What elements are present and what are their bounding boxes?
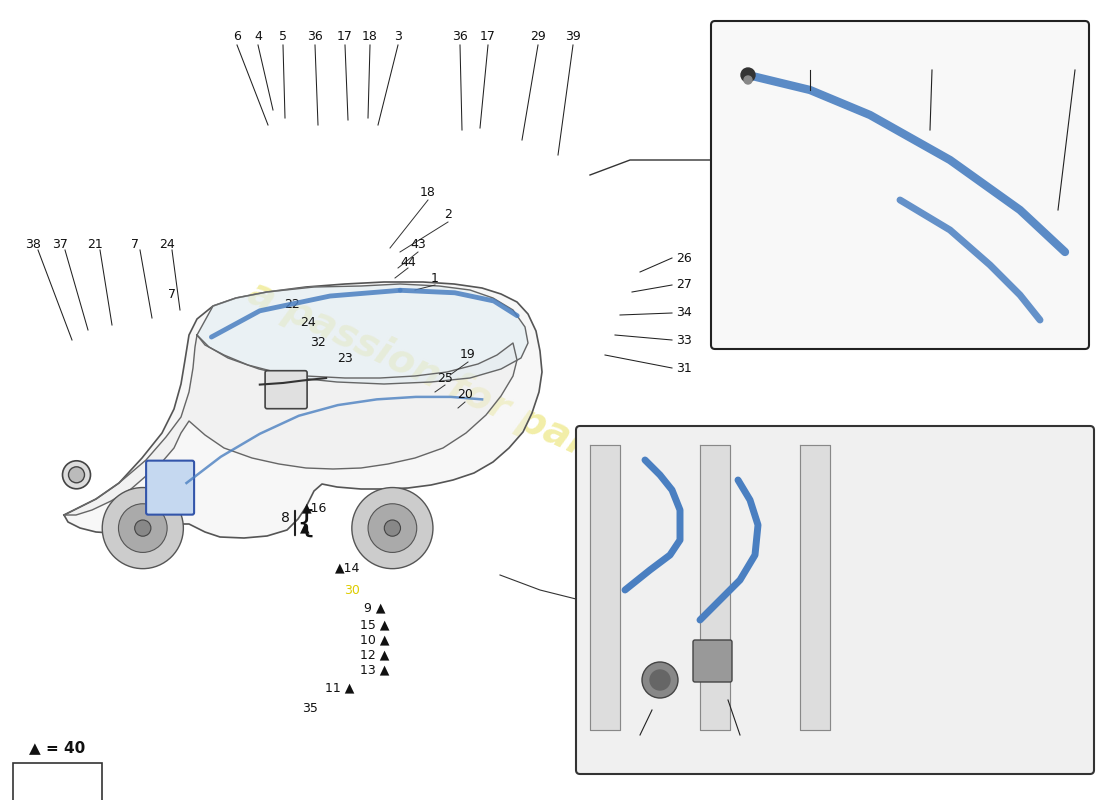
Text: ▲ = 40: ▲ = 40 <box>29 741 85 755</box>
Circle shape <box>68 466 85 482</box>
Text: 36: 36 <box>307 30 323 42</box>
Text: 44: 44 <box>400 255 416 269</box>
Text: 3: 3 <box>394 30 402 42</box>
Text: 19: 19 <box>460 349 476 362</box>
Polygon shape <box>700 445 730 730</box>
Text: 9 ▲: 9 ▲ <box>364 602 386 614</box>
Text: ▲14: ▲14 <box>336 562 361 574</box>
Text: 20: 20 <box>458 389 473 402</box>
Text: 25: 25 <box>437 371 453 385</box>
Text: ▲16: ▲16 <box>302 502 328 514</box>
Text: 5: 5 <box>279 30 287 42</box>
Text: 42: 42 <box>801 55 818 69</box>
Text: 1: 1 <box>431 271 439 285</box>
Text: 28: 28 <box>923 55 940 69</box>
Polygon shape <box>64 282 542 538</box>
Text: 21: 21 <box>87 238 103 250</box>
Text: 18: 18 <box>420 186 436 198</box>
Circle shape <box>134 520 151 536</box>
Polygon shape <box>64 335 517 515</box>
Text: 17: 17 <box>337 30 353 42</box>
Text: 27: 27 <box>676 278 692 291</box>
Text: 13 ▲: 13 ▲ <box>361 663 389 677</box>
Text: 2: 2 <box>444 209 452 222</box>
Text: 7: 7 <box>168 289 176 302</box>
Text: 39: 39 <box>565 30 581 42</box>
Circle shape <box>368 504 417 553</box>
Circle shape <box>650 670 670 690</box>
FancyBboxPatch shape <box>146 461 194 514</box>
Polygon shape <box>590 445 620 730</box>
Text: 12 ▲: 12 ▲ <box>361 649 389 662</box>
Text: 24: 24 <box>160 238 175 250</box>
Circle shape <box>352 487 433 569</box>
Circle shape <box>119 504 167 553</box>
Text: ▲: ▲ <box>300 522 310 534</box>
Text: 17: 17 <box>480 30 496 42</box>
Circle shape <box>741 68 755 82</box>
Text: 26: 26 <box>676 251 692 265</box>
FancyBboxPatch shape <box>576 426 1094 774</box>
Text: 37: 37 <box>52 238 68 250</box>
Circle shape <box>384 520 400 536</box>
FancyBboxPatch shape <box>711 21 1089 349</box>
Text: {: { <box>296 509 316 538</box>
Text: 38: 38 <box>25 238 41 250</box>
Text: 18: 18 <box>362 30 378 42</box>
Polygon shape <box>800 445 830 730</box>
Circle shape <box>102 487 184 569</box>
FancyBboxPatch shape <box>265 370 307 409</box>
Text: 15 ▲: 15 ▲ <box>361 618 389 631</box>
Text: 30: 30 <box>344 583 360 597</box>
Text: 35: 35 <box>302 702 318 714</box>
Text: 22: 22 <box>284 298 300 311</box>
Text: 32: 32 <box>310 335 326 349</box>
Circle shape <box>63 461 90 489</box>
Text: 30: 30 <box>632 738 648 751</box>
FancyBboxPatch shape <box>693 640 732 682</box>
Text: 24: 24 <box>300 315 316 329</box>
Text: 11 ▲: 11 ▲ <box>326 682 354 694</box>
Text: 7: 7 <box>131 238 139 250</box>
Text: 10 ▲: 10 ▲ <box>361 634 389 646</box>
Text: a passion for parts since 1985: a passion for parts since 1985 <box>242 273 858 587</box>
Text: 31: 31 <box>733 738 748 751</box>
Text: 8: 8 <box>280 511 289 525</box>
Text: 4: 4 <box>254 30 262 42</box>
Text: 29: 29 <box>530 30 546 42</box>
Text: 41: 41 <box>1066 55 1083 69</box>
Circle shape <box>642 662 678 698</box>
Text: 6: 6 <box>233 30 241 42</box>
Text: 33: 33 <box>676 334 692 346</box>
FancyBboxPatch shape <box>13 763 102 800</box>
Text: 31: 31 <box>676 362 692 374</box>
Text: 34: 34 <box>676 306 692 319</box>
Text: 23: 23 <box>337 351 353 365</box>
Text: 36: 36 <box>452 30 468 42</box>
Polygon shape <box>197 284 528 384</box>
Text: 43: 43 <box>410 238 426 251</box>
Circle shape <box>744 76 752 84</box>
